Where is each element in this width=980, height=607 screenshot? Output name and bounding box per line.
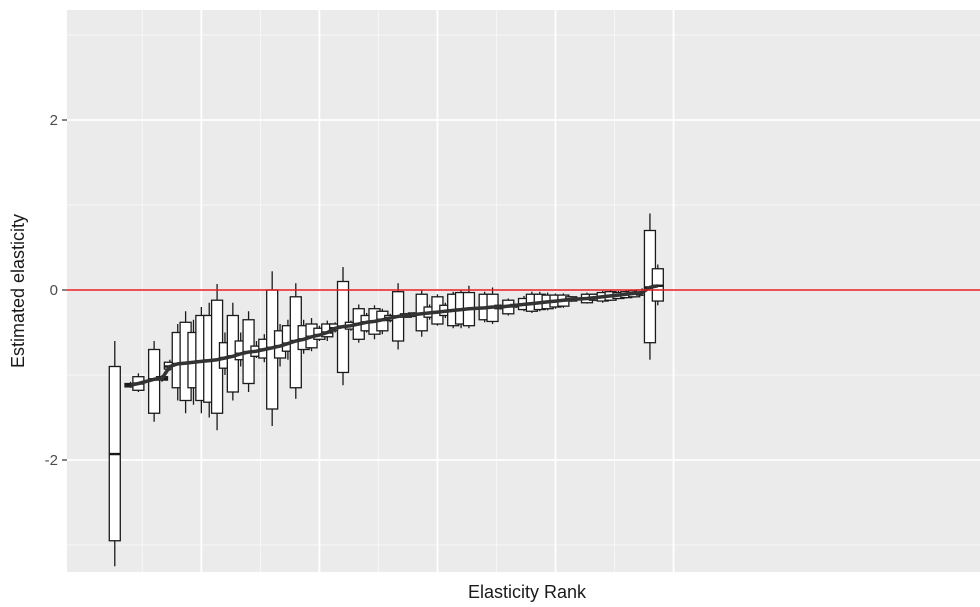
y-axis-ticks: -2 0 2 bbox=[45, 112, 67, 469]
y-axis-title: Estimated elasticity bbox=[8, 214, 28, 368]
box-4 bbox=[108, 341, 121, 567]
plot-panel bbox=[67, 10, 980, 572]
median-trend-line bbox=[130, 284, 659, 387]
x-axis-title: Elasticity Rank bbox=[468, 582, 587, 602]
y-tick-label: 2 bbox=[50, 112, 58, 129]
y-tick-label: 0 bbox=[50, 282, 58, 299]
y-tick-label: -2 bbox=[45, 452, 58, 469]
